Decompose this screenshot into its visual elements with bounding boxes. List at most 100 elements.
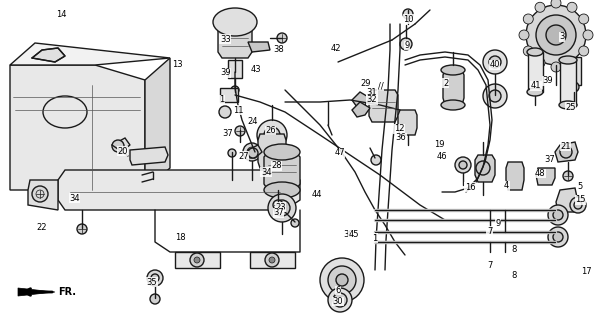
Text: 24: 24 bbox=[247, 117, 258, 126]
Polygon shape bbox=[112, 138, 130, 152]
Text: 32: 32 bbox=[367, 95, 378, 104]
Ellipse shape bbox=[559, 101, 577, 109]
Text: 36: 36 bbox=[395, 133, 406, 142]
Text: 35: 35 bbox=[146, 278, 157, 287]
Polygon shape bbox=[556, 188, 578, 212]
Circle shape bbox=[553, 210, 563, 220]
Circle shape bbox=[291, 219, 299, 227]
Text: 33: 33 bbox=[220, 35, 231, 44]
Text: 37: 37 bbox=[222, 129, 233, 138]
Text: 41: 41 bbox=[531, 81, 542, 90]
Circle shape bbox=[257, 120, 287, 150]
Circle shape bbox=[333, 293, 347, 307]
Text: 34: 34 bbox=[69, 194, 80, 203]
Circle shape bbox=[523, 14, 533, 24]
Text: 3: 3 bbox=[559, 32, 564, 41]
Circle shape bbox=[476, 161, 490, 175]
Text: 25: 25 bbox=[565, 103, 576, 112]
Text: 2: 2 bbox=[443, 79, 448, 88]
Text: 23: 23 bbox=[275, 203, 286, 212]
Circle shape bbox=[403, 9, 413, 19]
Text: 39: 39 bbox=[220, 68, 231, 77]
Text: 13: 13 bbox=[172, 60, 183, 68]
Circle shape bbox=[328, 288, 352, 312]
Text: 21: 21 bbox=[560, 142, 571, 151]
Circle shape bbox=[523, 46, 533, 56]
Text: 18: 18 bbox=[175, 233, 186, 242]
Text: 7: 7 bbox=[487, 227, 492, 236]
Ellipse shape bbox=[264, 144, 300, 160]
Text: 29: 29 bbox=[360, 79, 371, 88]
Circle shape bbox=[567, 2, 577, 12]
Polygon shape bbox=[28, 180, 58, 210]
Ellipse shape bbox=[527, 48, 543, 56]
Circle shape bbox=[567, 58, 577, 68]
Polygon shape bbox=[536, 168, 555, 185]
Text: 45: 45 bbox=[348, 230, 359, 239]
Circle shape bbox=[455, 157, 471, 173]
Circle shape bbox=[77, 224, 87, 234]
Polygon shape bbox=[258, 134, 286, 168]
Text: 5: 5 bbox=[578, 182, 583, 191]
Circle shape bbox=[336, 274, 348, 286]
Circle shape bbox=[519, 30, 529, 40]
Circle shape bbox=[194, 257, 200, 263]
Circle shape bbox=[320, 258, 364, 302]
Bar bbox=[220, 88, 238, 102]
Text: 1: 1 bbox=[372, 234, 377, 243]
Circle shape bbox=[269, 257, 275, 263]
Text: 27: 27 bbox=[238, 152, 249, 161]
Circle shape bbox=[190, 253, 204, 267]
Circle shape bbox=[548, 205, 568, 225]
Bar bbox=[228, 60, 242, 78]
Text: 6: 6 bbox=[335, 286, 340, 295]
Polygon shape bbox=[145, 58, 170, 190]
Circle shape bbox=[274, 200, 290, 216]
Ellipse shape bbox=[264, 182, 300, 198]
Circle shape bbox=[535, 2, 545, 12]
Polygon shape bbox=[475, 155, 495, 182]
Text: 19: 19 bbox=[434, 140, 445, 149]
Circle shape bbox=[535, 58, 545, 68]
Text: 37: 37 bbox=[273, 208, 284, 217]
Circle shape bbox=[112, 140, 124, 152]
Ellipse shape bbox=[441, 65, 465, 75]
Circle shape bbox=[32, 186, 48, 202]
Polygon shape bbox=[506, 162, 524, 190]
Circle shape bbox=[265, 253, 279, 267]
Circle shape bbox=[247, 147, 257, 157]
Polygon shape bbox=[175, 252, 220, 268]
Circle shape bbox=[268, 194, 296, 222]
Circle shape bbox=[579, 46, 589, 56]
Polygon shape bbox=[248, 145, 262, 158]
Circle shape bbox=[551, 0, 561, 8]
Text: 38: 38 bbox=[273, 45, 284, 54]
Bar bbox=[567, 57, 581, 85]
Circle shape bbox=[219, 106, 231, 118]
Circle shape bbox=[151, 274, 159, 282]
Circle shape bbox=[548, 227, 568, 247]
Text: 42: 42 bbox=[330, 44, 341, 53]
Circle shape bbox=[228, 149, 236, 157]
Polygon shape bbox=[248, 42, 270, 52]
Polygon shape bbox=[555, 142, 578, 162]
Text: 10: 10 bbox=[403, 15, 414, 24]
Circle shape bbox=[553, 232, 563, 242]
Text: 44: 44 bbox=[312, 190, 323, 199]
Text: 48: 48 bbox=[534, 169, 545, 178]
Text: 37: 37 bbox=[544, 155, 555, 164]
Circle shape bbox=[574, 201, 582, 209]
Circle shape bbox=[243, 143, 261, 161]
Polygon shape bbox=[352, 92, 370, 107]
Polygon shape bbox=[10, 43, 170, 65]
Text: 22: 22 bbox=[36, 223, 47, 232]
Circle shape bbox=[150, 294, 160, 304]
Text: 39: 39 bbox=[542, 76, 553, 85]
Circle shape bbox=[569, 82, 579, 92]
Circle shape bbox=[489, 90, 501, 102]
Circle shape bbox=[546, 25, 566, 45]
Circle shape bbox=[328, 266, 356, 294]
Circle shape bbox=[489, 56, 501, 68]
Text: 47: 47 bbox=[334, 148, 345, 157]
Circle shape bbox=[536, 15, 576, 55]
